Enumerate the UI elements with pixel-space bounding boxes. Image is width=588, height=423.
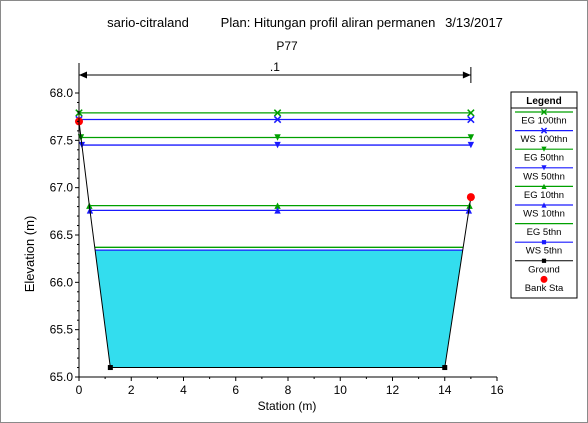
- profile-marker: [467, 109, 475, 117]
- legend-label: EG 5thn: [527, 227, 562, 238]
- x-tick-label: 12: [386, 383, 400, 397]
- legend-swatch-marker: [541, 240, 547, 245]
- legend-label: WS 100thn: [521, 134, 568, 145]
- reach-label: .1: [270, 60, 280, 74]
- project-title: sario-citraland: [107, 15, 189, 30]
- legend-entry: EG 100thn: [515, 108, 573, 127]
- profile-marker: [467, 134, 475, 141]
- x-tick-label: 14: [438, 383, 452, 397]
- reach-arrow-right: [462, 71, 471, 79]
- y-tick-label: 67.5: [50, 133, 74, 147]
- x-axis-label: Station (m): [258, 399, 317, 413]
- bank-station-marker: [466, 193, 475, 202]
- legend-title: Legend: [526, 96, 562, 107]
- x-tick-label: 0: [76, 383, 83, 397]
- legend-swatch-marker: [540, 127, 548, 134]
- legend-entry: Ground: [515, 258, 573, 275]
- ground-point-marker: [107, 365, 113, 371]
- profile-marker: [273, 115, 282, 124]
- plan-title: Plan: Hitungan profil aliran permanen: [221, 15, 436, 30]
- profile-marker: [273, 109, 282, 117]
- x-tick-label: 16: [490, 383, 504, 397]
- x-tick-label: 4: [180, 383, 187, 397]
- legend-swatch-marker: [541, 202, 547, 208]
- y-axis-label: Elevation (m): [22, 216, 37, 293]
- profile-marker: [467, 141, 475, 149]
- x-tick-label: 10: [334, 383, 348, 397]
- legend-swatch-marker: [541, 258, 547, 263]
- y-tick-label: 65.5: [50, 323, 74, 337]
- x-tick-label: 8: [285, 383, 292, 397]
- legend-label: Bank Sta: [525, 283, 564, 294]
- ground-point-marker: [442, 365, 448, 371]
- profile-marker: [274, 141, 281, 149]
- legend-label: EG 10thn: [524, 190, 564, 201]
- legend-label: WS 10thn: [523, 209, 565, 220]
- legend-swatch-marker: [540, 108, 548, 116]
- profile-marker: [274, 207, 281, 214]
- reach-arrow-left: [79, 71, 87, 79]
- legend-label: WS 50thn: [523, 171, 565, 182]
- legend-label: EG 100thn: [521, 116, 566, 127]
- legend-swatch-marker: [541, 183, 547, 189]
- legend-entry: EG 5thn: [515, 223, 573, 238]
- profile-marker: [274, 134, 281, 141]
- plan-date: 3/13/2017: [445, 15, 503, 30]
- legend: Legend EG 100thn WS 100thn EG 50thn WS 50thn…: [510, 91, 578, 299]
- legend-entry: Bank Sta: [525, 275, 564, 294]
- legend-swatch-marker: [541, 146, 547, 152]
- legend-entry: WS 50thn: [515, 165, 573, 182]
- legend-label: Ground: [528, 264, 560, 275]
- y-tick-label: 68.0: [50, 86, 74, 100]
- profile-marker: [274, 202, 281, 209]
- x-tick-label: 2: [128, 383, 135, 397]
- legend-entry: WS 5thn: [515, 240, 573, 257]
- y-tick-label: 65.0: [50, 370, 74, 384]
- profile-marker: [467, 115, 475, 124]
- legend-swatch-marker: [541, 165, 547, 171]
- legend-label: WS 5thn: [526, 246, 562, 257]
- cross-section-id: P77: [276, 39, 298, 53]
- legend-entry: EG 50thn: [515, 146, 573, 164]
- legend-entry: WS 100thn: [515, 127, 573, 145]
- y-tick-label: 66.5: [50, 228, 74, 242]
- water-area-fill: [95, 250, 463, 368]
- legend-entry: WS 10thn: [515, 202, 573, 220]
- y-tick-label: 67.0: [50, 181, 74, 195]
- legend-box: [510, 91, 578, 299]
- legend-swatch-marker: [540, 275, 548, 283]
- y-tick-label: 66.0: [50, 275, 74, 289]
- legend-entry: EG 10thn: [515, 183, 573, 201]
- x-tick-label: 6: [232, 383, 239, 397]
- legend-label: EG 50thn: [524, 153, 564, 164]
